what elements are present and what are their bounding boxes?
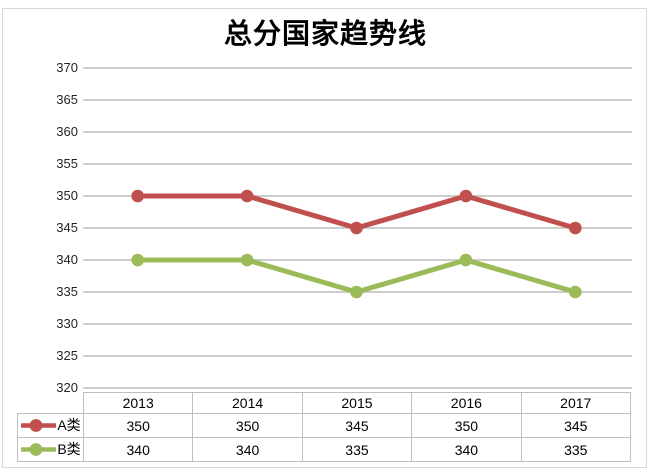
legend-label: B类 [57, 441, 81, 457]
series-B类-marker [569, 285, 582, 299]
table-cell: 350 [82, 413, 194, 438]
table-cell: 335 [520, 437, 631, 462]
table-cell: 345 [520, 413, 631, 438]
y-axis-label: 365 [56, 92, 78, 107]
legend-marker-icon [21, 443, 57, 456]
y-axis-label: 345 [56, 220, 78, 235]
y-axis-label: 325 [56, 348, 78, 363]
table-cell: 345 [301, 413, 413, 438]
table-cell: 350 [192, 413, 303, 438]
table-header-cell: 2014 [192, 392, 303, 414]
table-header-cell: 2016 [411, 392, 522, 414]
legend-label: A类 [57, 417, 81, 433]
y-axis-label: 370 [56, 60, 78, 75]
y-axis-label: 330 [56, 316, 78, 331]
series-A类-marker [240, 189, 254, 203]
y-axis-label: 340 [56, 252, 78, 267]
table-header-cell: 2017 [520, 392, 631, 414]
series-A类-marker [459, 189, 473, 203]
series-A类-marker [131, 189, 144, 203]
y-axis-label: 320 [56, 380, 78, 395]
series-B类-marker [131, 253, 144, 267]
series-B类-marker [350, 285, 363, 299]
legend-key: B类 [17, 437, 84, 462]
series-A类-marker [569, 221, 582, 235]
series-B类-marker [459, 253, 473, 267]
table-cell: 340 [82, 437, 194, 462]
table-header-cell: 2013 [82, 392, 194, 414]
y-axis-label: 335 [56, 284, 78, 299]
table-cell: 335 [301, 437, 413, 462]
chart-outer-border [2, 8, 647, 468]
data-table: 2013 2014 2015 2016 2017 A类 350 350 345 350 345 B类 3… [17, 392, 631, 462]
y-axis-label: 350 [56, 188, 78, 203]
y-axis-label: 360 [56, 124, 78, 139]
table-corner-blank [18, 393, 84, 414]
table-cell: 350 [411, 413, 522, 438]
series-A类-marker [350, 221, 363, 235]
table-header-cell: 2015 [301, 392, 413, 414]
chart-title: 总分国家趋势线 [223, 18, 427, 49]
legend-key: A类 [17, 413, 84, 438]
legend-marker-icon [21, 419, 57, 432]
y-axis-label: 355 [56, 156, 78, 171]
table-cell: 340 [192, 437, 303, 462]
table-cell: 340 [411, 437, 522, 462]
series-B类-marker [240, 253, 254, 267]
